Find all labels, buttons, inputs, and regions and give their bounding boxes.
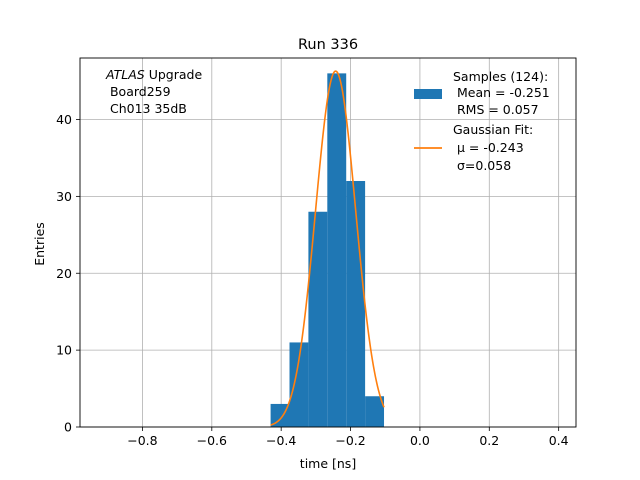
- y-tick-label: 10: [56, 343, 72, 358]
- y-axis-ticks: 0 10 20 30 40: [56, 112, 80, 435]
- gaussian-fit: [270, 70, 385, 426]
- x-axis-ticks: −0.8 −0.6 −0.4 −0.2 0.0 0.2 0.4: [127, 427, 569, 448]
- histogram-bar: [346, 181, 366, 427]
- legend-hist-swatch: [414, 89, 442, 99]
- legend-hist-line-2: Mean = -0.251: [453, 85, 550, 100]
- legend: Samples (124): Mean = -0.251 RMS = 0.057…: [414, 69, 550, 173]
- legend-hist-line-3: RMS = 0.057: [453, 102, 539, 117]
- y-tick-label: 30: [56, 189, 72, 204]
- plot-frame: [79, 57, 577, 428]
- annotation-line-2: Board259: [106, 84, 171, 99]
- histogram-bar: [289, 342, 309, 427]
- histogram-bar: [308, 211, 328, 427]
- atlas-annotation: ATLAS Upgrade Board259 Ch013 35dB: [105, 67, 202, 116]
- x-tick-label: −0.4: [266, 433, 296, 448]
- y-tick-label: 40: [56, 112, 72, 127]
- x-axis-label: time [ns]: [300, 456, 356, 471]
- x-tick-label: 0.0: [410, 433, 430, 448]
- gaussian-fit-curve: [270, 70, 385, 426]
- chart-title: Run 336: [298, 37, 358, 53]
- annotation-atlas: ATLAS: [105, 67, 145, 82]
- x-tick-label: 0.2: [479, 433, 499, 448]
- y-tick-label: 0: [64, 420, 72, 435]
- x-tick-label: −0.6: [197, 433, 227, 448]
- annotation-line-1: ATLAS Upgrade: [105, 67, 202, 82]
- x-tick-label: 0.4: [549, 433, 569, 448]
- x-tick-label: −0.2: [335, 433, 365, 448]
- y-axis-label: Entries: [32, 222, 47, 266]
- legend-fit-line-2: μ = -0.243: [453, 140, 524, 155]
- legend-fit-line-3: σ=0.058: [453, 158, 511, 173]
- histogram-bar: [270, 403, 290, 427]
- x-tick-label: −0.8: [127, 433, 157, 448]
- annotation-line-3: Ch013 35dB: [106, 101, 187, 116]
- annotation-upgrade: Upgrade: [145, 67, 203, 82]
- histogram-bar: [365, 396, 385, 427]
- histogram-bars: [270, 73, 385, 427]
- histogram-bar: [327, 73, 347, 427]
- legend-fit-line-1: Gaussian Fit:: [453, 122, 533, 137]
- legend-hist-line-1: Samples (124):: [453, 69, 548, 84]
- y-tick-label: 20: [56, 266, 72, 281]
